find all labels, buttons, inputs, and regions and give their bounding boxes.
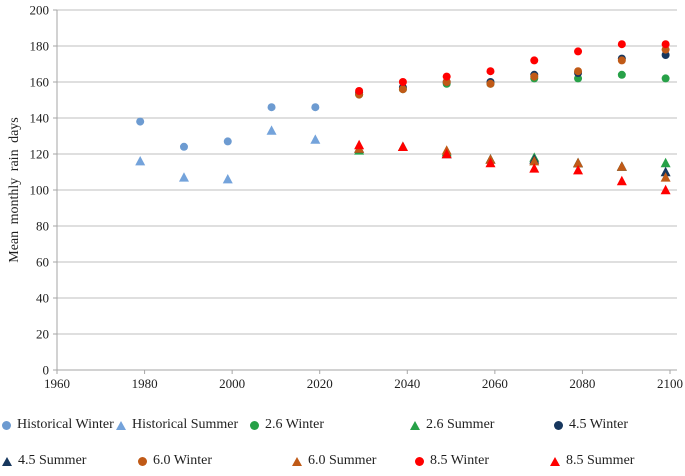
data-point [529, 163, 540, 173]
data-point [573, 157, 584, 168]
legend-triangle-marker-icon [2, 456, 12, 466]
data-point [660, 172, 671, 182]
legend-item-8-5-summer: 8.5 Summer [550, 453, 634, 469]
data-point [617, 70, 626, 79]
x-tick-label: 1980 [132, 376, 158, 391]
legend-item-6-0-winter: 6.0 Winter [138, 453, 212, 469]
legend-label: 2.6 Summer [426, 417, 495, 432]
data-point [486, 79, 495, 88]
data-point [397, 141, 408, 151]
data-point [441, 148, 452, 159]
y-tick-label: 0 [43, 363, 50, 378]
data-point [485, 157, 496, 168]
legend-item-4-5-summer: 4.5 Summer [2, 453, 86, 469]
y-tick-label: 180 [30, 39, 50, 54]
legend-label: 4.5 Summer [18, 453, 87, 468]
x-tick-label: 2000 [219, 376, 245, 391]
data-point [573, 165, 584, 175]
x-tick-label: 1960 [44, 376, 70, 391]
x-tick-label: 2040 [394, 376, 420, 391]
data-point [574, 47, 583, 56]
data-point [660, 157, 671, 168]
legend-label: 6.0 Summer [308, 453, 377, 468]
y-tick-label: 40 [36, 291, 49, 306]
legend-triangle-marker-icon [550, 456, 560, 466]
y-tick-label: 160 [30, 75, 50, 90]
data-point [486, 67, 495, 76]
data-point [442, 72, 451, 81]
chart-legend-row-1: Historical Winter Historical Summer 2.6 Wi… [0, 417, 685, 437]
data-point [660, 184, 671, 195]
data-point [616, 161, 627, 171]
legend-item-6-0-summer: 6.0 Summer [292, 453, 376, 469]
data-point [398, 85, 407, 94]
x-tick-label: 2020 [307, 376, 333, 391]
legend-circle-marker-icon [250, 420, 259, 430]
data-point [616, 175, 627, 186]
legend-triangle-marker-icon [116, 420, 126, 430]
data-point [530, 72, 539, 81]
legend-label: 8.5 Winter [430, 453, 490, 468]
y-tick-label: 200 [30, 3, 50, 18]
data-point [661, 40, 670, 49]
data-point [178, 172, 189, 182]
y-tick-label: 120 [30, 147, 50, 162]
data-point [529, 156, 540, 166]
legend-label: 6.0 Winter [153, 453, 213, 468]
y-tick-label: 80 [36, 219, 49, 234]
legend-circle-marker-icon [2, 420, 11, 430]
legend-label: Historical Summer [132, 417, 239, 432]
y-axis-title: Mean monthly rain days [7, 117, 22, 262]
legend-item-2-6-summer: 2.6 Summer [410, 417, 494, 433]
legend-triangle-marker-icon [292, 456, 302, 466]
legend-label: 2.6 Winter [265, 417, 325, 432]
legend-label: 8.5 Summer [566, 453, 635, 468]
data-point [660, 166, 671, 177]
data-point [574, 67, 583, 76]
y-tick-label: 140 [30, 111, 50, 126]
data-point [617, 40, 626, 49]
y-tick-label: 20 [36, 327, 49, 342]
data-point [355, 87, 364, 95]
x-tick-label: 2060 [482, 376, 508, 391]
data-point [223, 137, 232, 146]
legend-item-2-6-winter: 2.6 Winter [250, 417, 324, 433]
y-tick-label: 60 [36, 255, 49, 270]
legend-label: 4.5 Winter [569, 417, 629, 432]
data-point [135, 156, 146, 166]
data-point [354, 139, 365, 150]
y-tick-label: 100 [30, 183, 50, 198]
data-point [179, 142, 188, 151]
data-point [267, 103, 276, 112]
legend-item-8-5-winter: 8.5 Winter [415, 453, 489, 469]
legend-label: Historical Winter [17, 417, 114, 432]
data-point [222, 174, 233, 184]
data-point [310, 134, 321, 144]
data-point [661, 74, 670, 83]
data-point [530, 56, 539, 65]
chart-legend-row-2: 4.5 Summer 6.0 Winter 6.0 Summer 8.5 Winter… [0, 453, 685, 473]
legend-circle-marker-icon [554, 420, 563, 430]
data-point [617, 56, 626, 65]
legend-item-historical-winter: Historical Winter [2, 417, 114, 433]
legend-item-4-5-winter: 4.5 Winter [554, 417, 628, 433]
legend-triangle-marker-icon [410, 420, 420, 430]
data-point [398, 78, 407, 86]
data-point [266, 125, 277, 135]
data-point [136, 117, 145, 126]
x-tick-label: 2100 [657, 376, 683, 391]
data-point [311, 103, 320, 112]
x-tick-label: 2080 [569, 376, 595, 391]
legend-circle-marker-icon [138, 456, 147, 466]
legend-circle-marker-icon [415, 456, 424, 466]
legend-item-historical-summer: Historical Summer [116, 417, 238, 433]
